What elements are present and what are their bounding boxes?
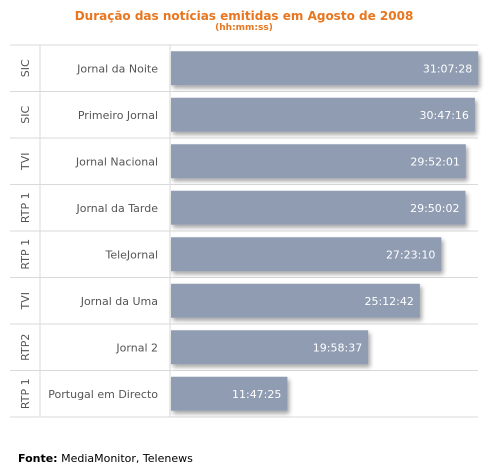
channel-label: SIC: [19, 105, 32, 123]
bar: [171, 283, 420, 318]
channel-label: TVI: [19, 292, 32, 311]
program-label: Jornal 2: [115, 341, 158, 354]
bar: [171, 376, 288, 411]
bar-value-label: 30:47:16: [420, 109, 469, 122]
bar-value-label: 29:50:02: [410, 202, 459, 215]
source-label: Fonte:: [18, 452, 58, 465]
bar: [171, 237, 442, 272]
program-label: TeleJornal: [104, 248, 158, 261]
channel-label: RTP 1: [19, 192, 32, 223]
program-label: Jornal da Tarde: [75, 202, 158, 215]
bar-value-label: 11:47:25: [232, 388, 281, 401]
channel-label: RTP 1: [19, 239, 32, 270]
program-label: Jornal da Noite: [76, 62, 158, 75]
channel-label: TVI: [19, 153, 32, 172]
bar-chart: 31:07:28 Jornal da Noite SIC 30:47:16 Primei…: [10, 44, 479, 418]
bar-value-label: 31:07:28: [423, 62, 472, 75]
bar: [171, 144, 466, 179]
program-label: Jornal Nacional: [75, 155, 158, 168]
bar-value-label: 29:52:01: [410, 155, 459, 168]
bar: [171, 51, 479, 86]
program-label: Portugal em Directo: [48, 388, 158, 401]
source-text: MediaMonitor, Telenews: [61, 452, 193, 465]
source-note: Fonte: MediaMonitor, Telenews: [18, 452, 193, 465]
chart-title: Duração das notícias emitidas em Agosto …: [74, 9, 414, 23]
chart-subtitle: (hh:mm:ss): [215, 23, 273, 33]
channel-label: RTP2: [19, 334, 32, 361]
bar: [171, 190, 466, 225]
program-label: Primeiro Jornal: [78, 109, 158, 122]
channel-label: SIC: [19, 59, 32, 77]
bar: [171, 97, 475, 132]
channel-label: RTP 1: [19, 378, 32, 409]
program-label: Jornal da Uma: [80, 295, 158, 308]
bar-value-label: 27:23:10: [386, 248, 435, 261]
bar-value-label: 19:58:37: [313, 341, 362, 354]
bar: [171, 330, 369, 365]
bar-value-label: 25:12:42: [364, 295, 413, 308]
